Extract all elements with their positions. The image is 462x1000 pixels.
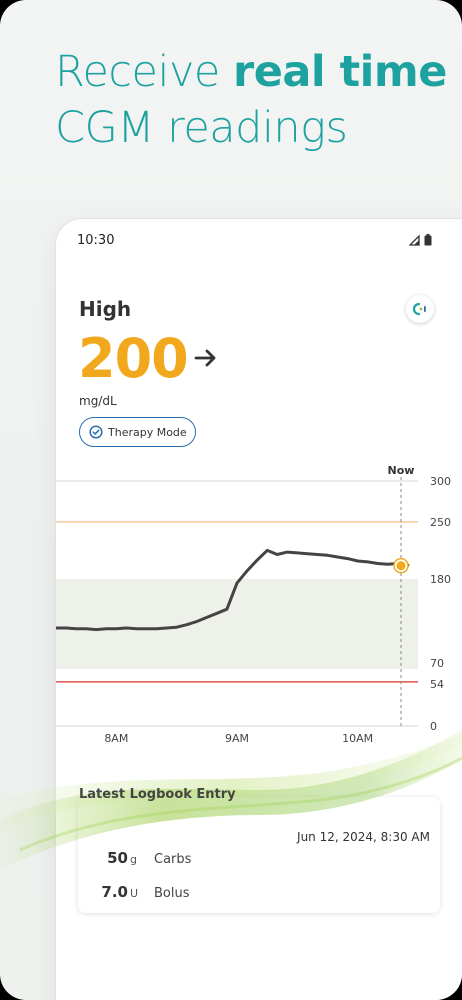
headline: Receive real time CGM readings [55, 44, 455, 156]
check-circle-icon [89, 425, 103, 439]
carbs-unit: g [130, 853, 137, 866]
status-icons [409, 234, 432, 246]
y-tick-label: 0 [430, 720, 437, 733]
glucose-chart[interactable]: Now 300 250 180 70 54 0 8AM 9AM 10AM [56, 219, 462, 759]
battery-icon [424, 234, 432, 246]
now-label: Now [388, 464, 415, 477]
target-range-band [56, 579, 418, 669]
y-tick-label: 300 [430, 475, 451, 488]
x-tick-label: 10AM [342, 732, 373, 745]
headline-normal: Receive [55, 47, 234, 97]
bolus-unit: U [130, 887, 139, 900]
status-time: 10:30 [77, 233, 115, 248]
therapy-mode-button[interactable]: Therapy Mode [79, 417, 196, 447]
y-tick-label: 250 [430, 516, 451, 529]
trend-arrow-right-icon [194, 349, 216, 367]
carbs-value: 50 [107, 849, 128, 867]
signal-icon [409, 234, 420, 246]
app-logo-icon[interactable] [406, 295, 434, 323]
phone-screen: 10:30 High 200 mg/dL Therapy Mode Now 300 [56, 219, 462, 1000]
carbs-label: Carbs [154, 852, 192, 867]
logbook-entry-bolus: 7.0 U Bolus [98, 883, 190, 901]
logbook-card[interactable]: Jun 12, 2024, 8:30 AM 50 g Carbs 7.0 U B… [78, 797, 440, 913]
glucose-value: 200 [78, 327, 189, 390]
x-tick-label: 9AM [225, 732, 249, 745]
current-reading-point [396, 561, 406, 571]
glucose-trace-line [56, 548, 410, 632]
headline-line2: CGM readings [55, 103, 348, 153]
glucose-unit: mg/dL [79, 394, 117, 408]
y-tick-label: 54 [430, 678, 444, 691]
y-tick-label: 180 [430, 573, 451, 586]
y-tick-label: 70 [430, 657, 444, 670]
therapy-mode-label: Therapy Mode [108, 425, 187, 439]
glucose-status-label: High [79, 297, 132, 321]
logbook-title: Latest Logbook Entry [79, 787, 236, 802]
bolus-label: Bolus [154, 886, 190, 901]
logbook-entry-carbs: 50 g Carbs [98, 849, 191, 867]
x-tick-label: 8AM [104, 732, 128, 745]
bolus-value: 7.0 [101, 883, 128, 901]
headline-bold: real time [233, 47, 447, 97]
logbook-date: Jun 12, 2024, 8:30 AM [297, 830, 430, 844]
